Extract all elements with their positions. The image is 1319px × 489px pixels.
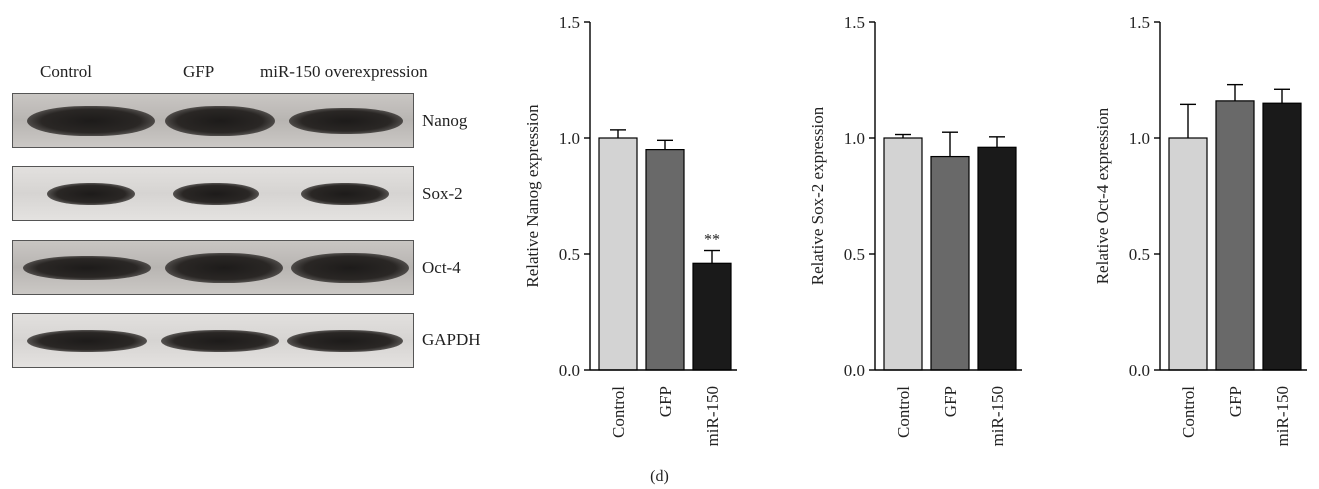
bar-gfp: [645, 149, 685, 371]
blot-strip-oct4: [12, 240, 414, 295]
significance-annotation: **: [704, 232, 720, 249]
blot-label-nanog: Nanog: [422, 111, 468, 130]
y-axis-label: Relative Sox-2 expression: [808, 106, 827, 285]
blot-strip-sox2: [12, 166, 414, 221]
x-tick-label: GFP: [1226, 386, 1245, 417]
bar-gfp: [930, 155, 970, 371]
blot-label-sox2: Sox-2: [422, 184, 463, 203]
chart-1: Control GFP ** miR-150 0.0 0.5 1.0 1.5 Relative …: [523, 13, 737, 446]
band: [287, 329, 403, 352]
bar-mir-150: [1262, 102, 1302, 371]
band: [23, 255, 151, 280]
x-tick-label: miR-150: [988, 386, 1007, 446]
y-tick-label: 0.5: [559, 245, 580, 264]
x-tick-label: Control: [609, 386, 628, 438]
band: [301, 182, 389, 205]
blot-label-oct4: Oct-4: [422, 258, 461, 277]
x-tick-label: Control: [1179, 386, 1198, 438]
y-tick-label: 0.0: [1129, 361, 1150, 380]
band: [289, 107, 403, 134]
lane-header-gfp: GFP: [183, 62, 215, 81]
bar-control: [1168, 137, 1208, 371]
x-tick-label: GFP: [941, 386, 960, 417]
bar-control: [598, 137, 638, 371]
lane-header-control: Control: [40, 62, 92, 81]
bar-gfp: [1215, 100, 1255, 371]
bar-mir-150: [692, 262, 732, 371]
y-axis-label: Relative Oct-4 expression: [1093, 107, 1112, 284]
y-tick-label: 1.5: [559, 13, 580, 32]
y-tick-label: 0.0: [559, 361, 580, 380]
blot-strip-gapdh: [12, 313, 414, 368]
band: [165, 252, 283, 283]
y-tick-label: 1.0: [1129, 129, 1150, 148]
y-tick-label: 1.0: [844, 129, 865, 148]
band: [47, 182, 135, 205]
y-tick-label: 1.0: [559, 129, 580, 148]
band: [161, 329, 279, 352]
x-tick-label: GFP: [656, 386, 675, 417]
lane-header-mir150: miR-150 overexpression: [260, 62, 428, 81]
bar-mir-150: [977, 146, 1017, 371]
band: [173, 182, 259, 205]
band: [27, 329, 147, 352]
x-tick-label: miR-150: [703, 386, 722, 446]
y-axis-label: Relative Nanog expression: [523, 104, 542, 288]
y-tick-label: 1.5: [1129, 13, 1150, 32]
y-tick-label: 1.5: [844, 13, 865, 32]
y-tick-label: 0.5: [1129, 245, 1150, 264]
x-tick-label: miR-150: [1273, 386, 1292, 446]
y-tick-label: 0.5: [844, 245, 865, 264]
blot-strip-nanog: [12, 93, 414, 148]
band: [291, 252, 409, 283]
x-tick-label: Control: [894, 386, 913, 438]
chart-2: Control GFP miR-150 0.0 0.5 1.0 1.5 Relative So…: [808, 13, 1022, 446]
chart-3: Control GFP miR-150 0.0 0.5 1.0 1.5 Relative Oc…: [1093, 13, 1307, 446]
y-tick-label: 0.0: [844, 361, 865, 380]
bar-control: [883, 137, 923, 371]
band: [27, 105, 155, 136]
band: [165, 105, 275, 136]
blot-label-gapdh: GAPDH: [422, 330, 481, 349]
figure-label: (d): [650, 468, 669, 485]
